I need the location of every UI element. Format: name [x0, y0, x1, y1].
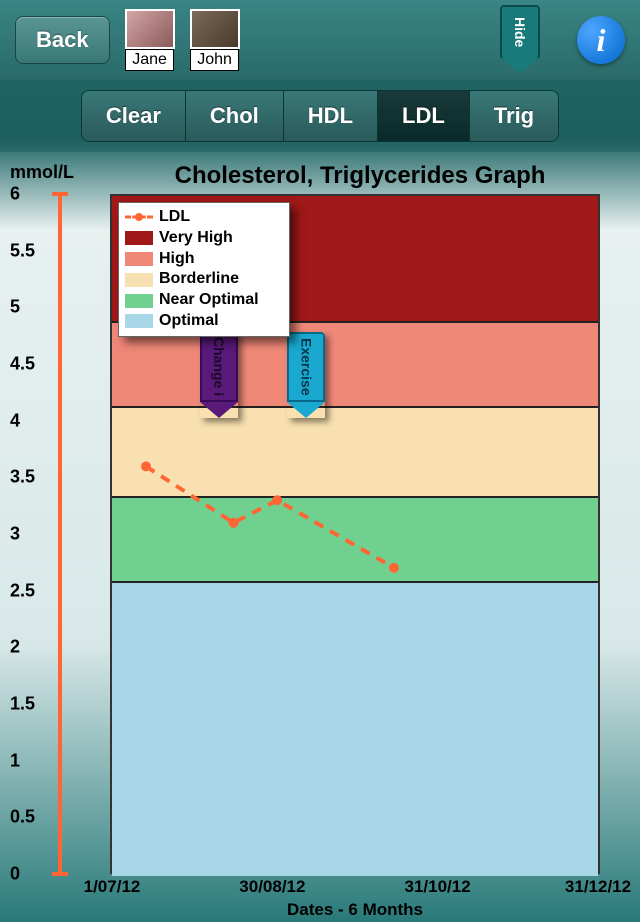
avatar-john [190, 9, 240, 49]
y-tick: 5 [10, 297, 20, 318]
avatar-jane [125, 9, 175, 49]
legend-row: High [125, 249, 259, 270]
y-tick: 3 [10, 524, 20, 545]
tabs-row: ClearCholHDLLDLTrig [0, 80, 640, 152]
legend-swatch [125, 252, 153, 266]
legend: LDL Very HighHighBorderlineNear OptimalO… [118, 202, 290, 337]
profile-jane[interactable]: Jane [125, 9, 175, 71]
y-tick: 0 [10, 864, 20, 885]
x-tick: 31/10/12 [405, 877, 471, 897]
tab-chol[interactable]: Chol [186, 91, 284, 141]
y-tick: 0.5 [10, 807, 35, 828]
legend-band-label: Very High [159, 228, 233, 249]
legend-band-label: High [159, 249, 195, 270]
avatar-label: Jane [125, 49, 174, 71]
legend-series-label: LDL [159, 207, 190, 228]
legend-swatch [125, 273, 153, 287]
y-tick: 1.5 [10, 694, 35, 715]
chart-area: mmol/L Cholesterol, Triglycerides Graph … [10, 162, 630, 922]
event-marker-label: Exercise [298, 338, 314, 396]
legend-row: Optimal [125, 311, 259, 332]
y-axis-unit: mmol/L [10, 162, 74, 183]
y-tick: 2.5 [10, 580, 35, 601]
hide-toggle[interactable]: Hide [500, 5, 540, 60]
y-tick: 2 [10, 637, 20, 658]
hide-label: Hide [512, 17, 528, 47]
plot-area: LDL Very HighHighBorderlineNear OptimalO… [110, 194, 600, 874]
legend-band-label: Near Optimal [159, 290, 259, 311]
legend-band-label: Optimal [159, 311, 219, 332]
chart-title: Cholesterol, Triglycerides Graph [90, 162, 630, 190]
event-marker-label: Change i [211, 337, 227, 396]
legend-line-icon [125, 210, 153, 224]
x-tick: 31/12/12 [565, 877, 631, 897]
info-button[interactable]: i [577, 16, 625, 64]
legend-swatch [125, 294, 153, 308]
y-tick: 4.5 [10, 354, 35, 375]
y-tick: 1 [10, 750, 20, 771]
avatar-label: John [190, 49, 239, 71]
tabs: ClearCholHDLLDLTrig [81, 90, 559, 142]
x-axis-label: Dates - 6 Months [287, 900, 423, 920]
legend-swatch [125, 314, 153, 328]
tab-trig[interactable]: Trig [470, 91, 558, 141]
y-tick: 4 [10, 410, 20, 431]
legend-row: Very High [125, 228, 259, 249]
legend-row: Near Optimal [125, 290, 259, 311]
event-marker[interactable]: Change i [200, 332, 238, 418]
legend-swatch [125, 231, 153, 245]
y-tick: 3.5 [10, 467, 35, 488]
y-axis-line [58, 194, 62, 874]
y-tick: 5.5 [10, 240, 35, 261]
legend-row: Borderline [125, 269, 259, 290]
tab-clear[interactable]: Clear [82, 91, 186, 141]
event-marker[interactable]: Exercise [287, 332, 325, 418]
profile-john[interactable]: John [190, 9, 240, 71]
legend-band-label: Borderline [159, 269, 239, 290]
tab-ldl[interactable]: LDL [378, 91, 470, 141]
top-bar: Back Jane John Hide i [0, 0, 640, 80]
x-tick: 1/07/12 [84, 877, 141, 897]
y-tick: 6 [10, 184, 20, 205]
back-button[interactable]: Back [15, 16, 110, 64]
x-tick: 30/08/12 [239, 877, 305, 897]
tab-hdl[interactable]: HDL [284, 91, 378, 141]
